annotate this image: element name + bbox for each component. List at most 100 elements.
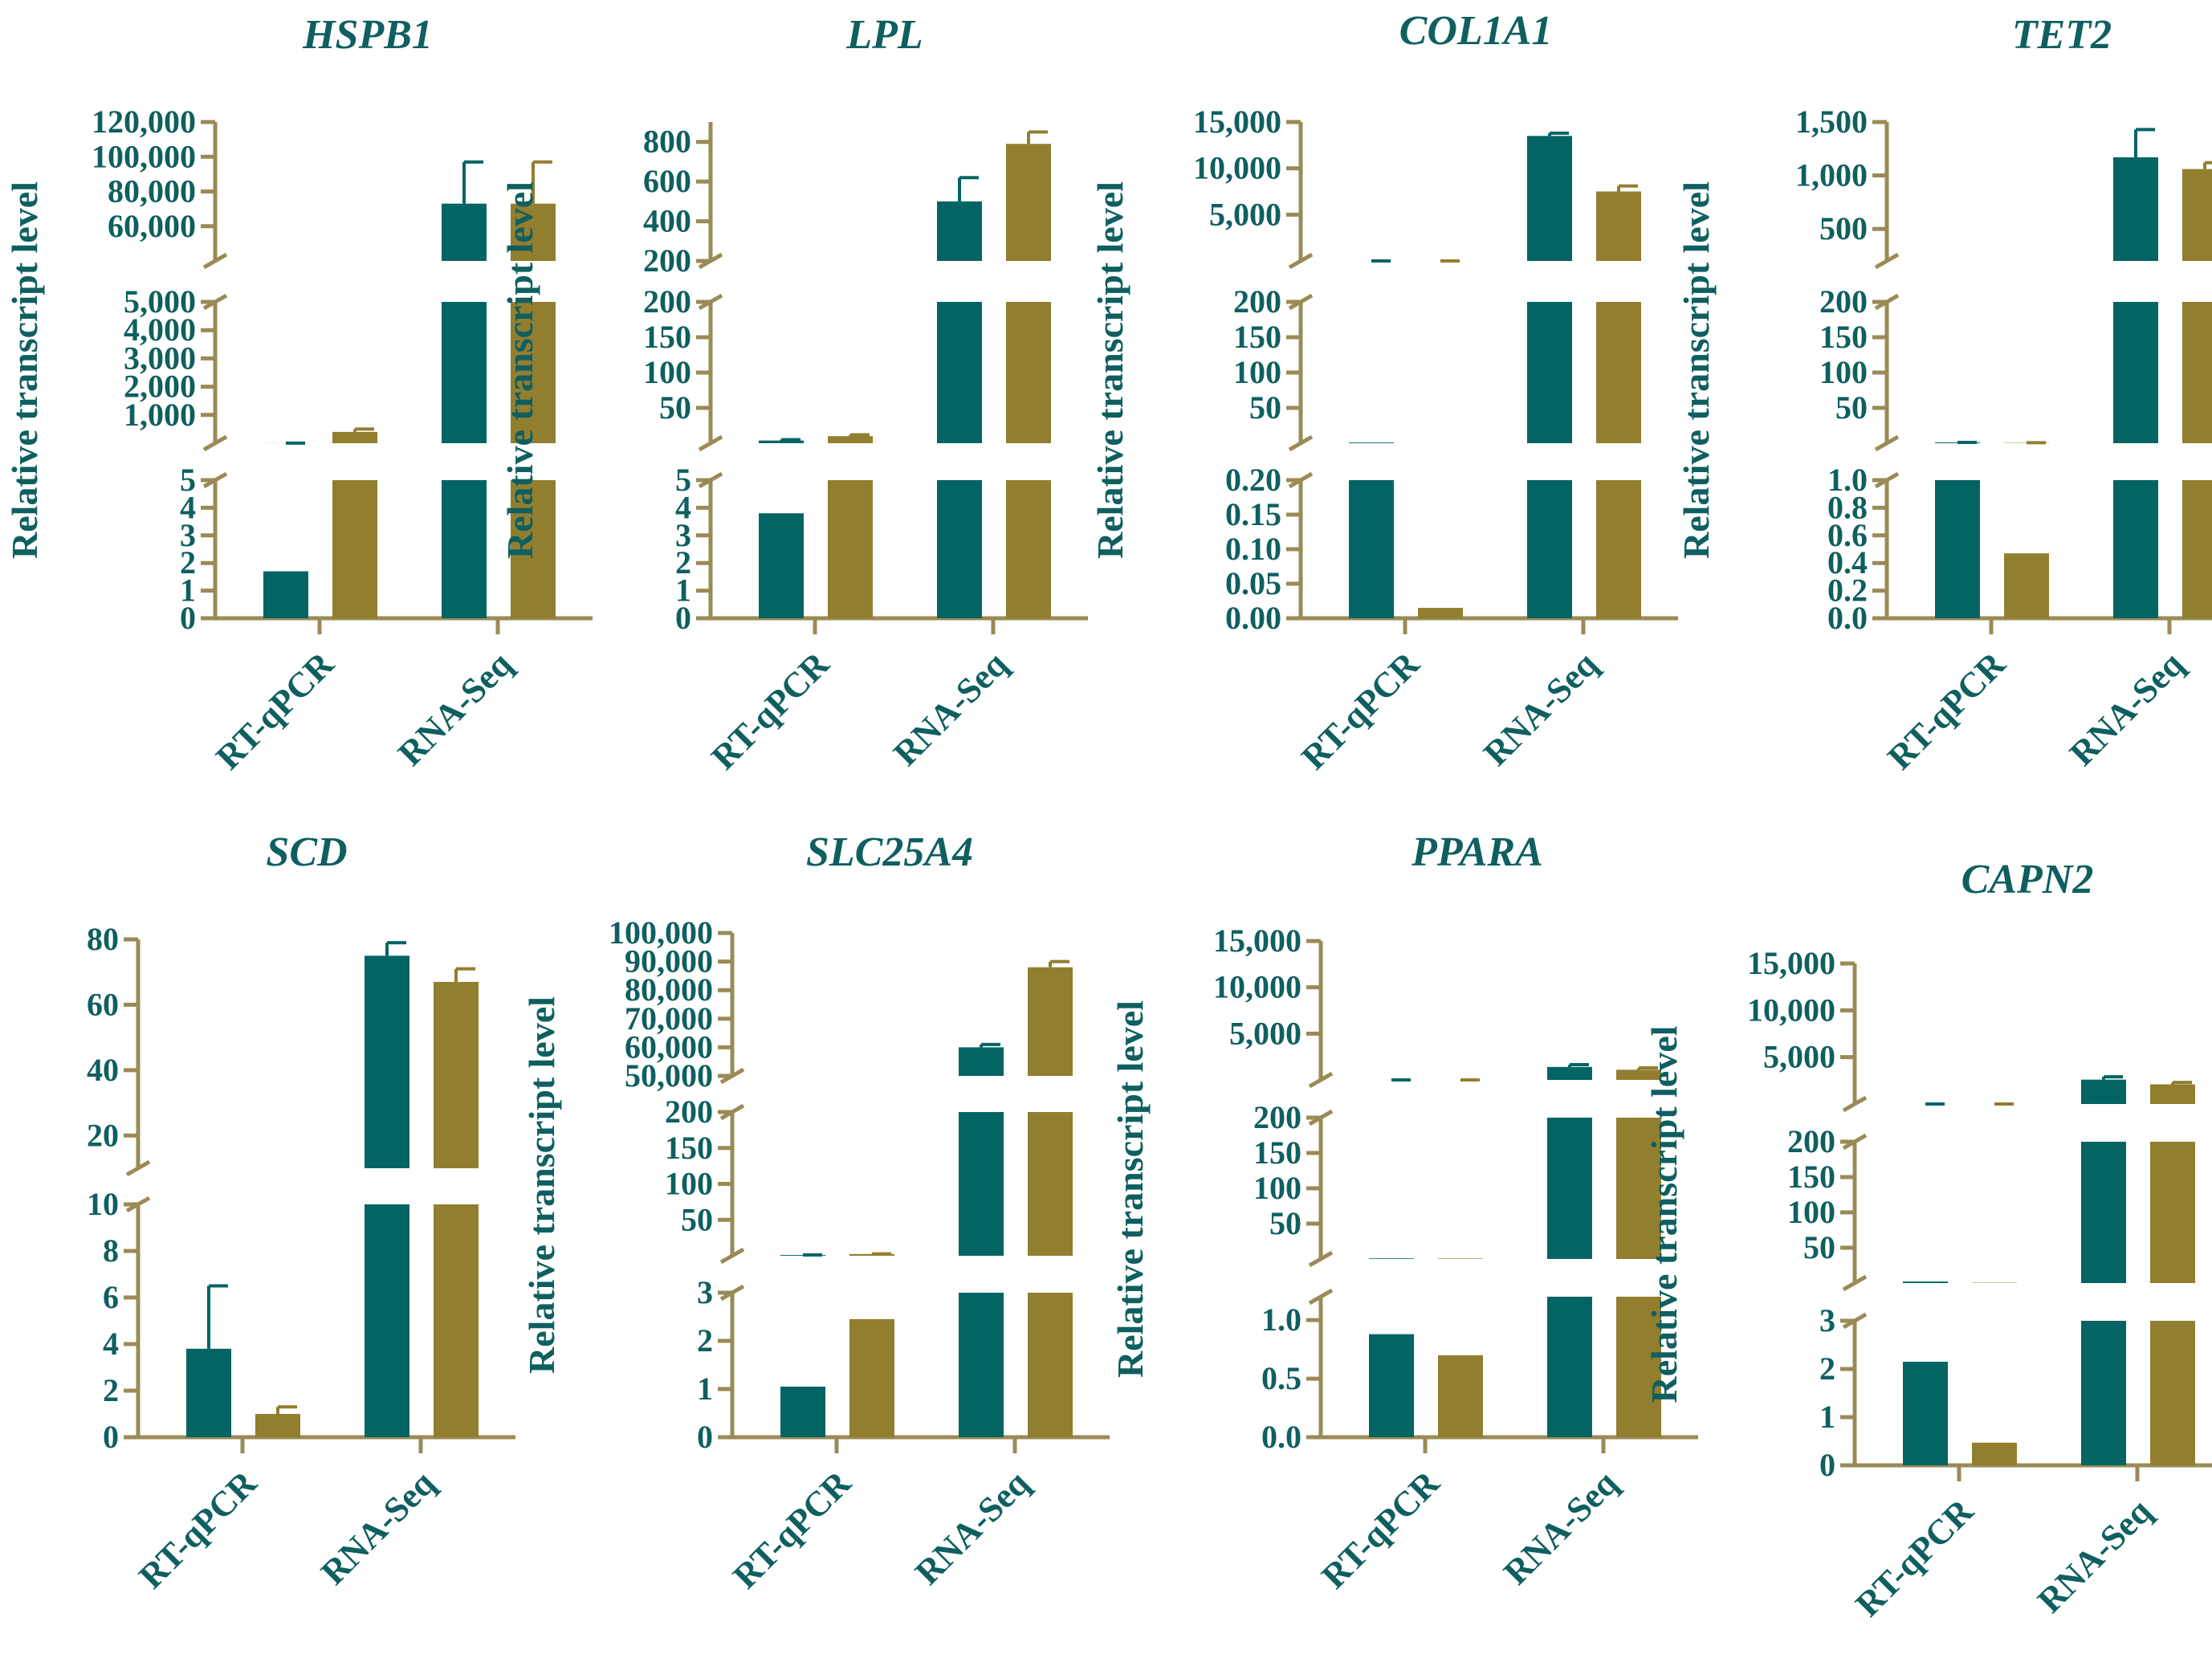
axis-break-mark — [202, 252, 228, 270]
y-tick-label: 0.8 — [1827, 489, 1868, 525]
bar-rt-qpcr-series1 — [1369, 1334, 1414, 1437]
bar-rna-seq-series1 — [937, 201, 982, 261]
y-tick-label: 1,500 — [1795, 104, 1868, 140]
axis-break-mark — [719, 1247, 745, 1265]
bar-rt-qpcr-series2 — [255, 1414, 300, 1437]
y-tick-label: 50 — [1835, 389, 1868, 426]
y-tick-label: 200 — [665, 1094, 713, 1130]
bar-rna-seq-series2 — [1616, 1069, 1661, 1080]
bar-rna-seq-series2 — [1028, 1112, 1073, 1256]
y-tick-label: 1 — [180, 572, 196, 609]
bar-rt-qpcr-series1 — [186, 1348, 231, 1437]
chart-title: COL1A1 — [1399, 8, 1553, 54]
y-tick-label: 5 — [675, 462, 691, 498]
x-tick-label: RNA-Seq — [390, 644, 519, 773]
bar-rna-seq-series2 — [434, 981, 479, 1168]
y-axis-title: Relative transcript level — [1676, 181, 1717, 559]
y-tick-label: 3 — [697, 1274, 713, 1310]
bar-rna-seq-series2 — [1006, 144, 1051, 261]
x-tick-label: RT-qPCR — [704, 644, 837, 777]
axis-break-mark — [202, 434, 228, 452]
bar-rna-seq-series2 — [1006, 480, 1051, 618]
x-tick-label: RT-qPCR — [1880, 644, 2014, 777]
y-tick-label: 3 — [180, 517, 196, 553]
y-tick-label: 80 — [87, 921, 119, 957]
bar-rna-seq-series1 — [937, 302, 982, 443]
x-tick-label: RT-qPCR — [1848, 1491, 1982, 1624]
y-tick-label: 0.5 — [1261, 1360, 1302, 1396]
y-tick-label: 2 — [675, 544, 691, 581]
y-tick-label: 2 — [103, 1372, 119, 1408]
bar-rt-qpcr-series1 — [1349, 442, 1394, 443]
bar-rt-qpcr-series2 — [1438, 1355, 1483, 1437]
y-tick-label: 10,000 — [1747, 992, 1835, 1028]
bar-rna-seq-series1 — [1547, 1118, 1592, 1259]
bar-rt-qpcr-series1 — [263, 571, 308, 618]
y-tick-label: 60,000 — [108, 208, 196, 244]
y-tick-label: 50 — [1269, 1205, 1302, 1241]
y-tick-label: 2 — [180, 544, 196, 581]
y-tick-label: 2,000 — [124, 369, 196, 405]
bar-rt-qpcr-series1 — [1935, 480, 1980, 618]
y-tick-label: 0 — [180, 600, 196, 636]
y-axis-title: Relative transcript level — [4, 181, 45, 559]
y-axis-title: Relative transcript level — [1090, 181, 1130, 559]
bar-rt-qpcr-series2 — [828, 436, 873, 443]
y-tick-label: 3 — [675, 517, 691, 553]
bar-rna-seq-series2 — [1596, 191, 1641, 261]
bar-rna-seq-series2 — [511, 302, 556, 443]
y-tick-label: 0.4 — [1827, 544, 1868, 581]
y-tick-label: 60,000 — [625, 1029, 713, 1065]
y-tick-label: 2 — [697, 1322, 713, 1359]
y-tick-label: 100 — [1233, 354, 1281, 390]
y-tick-label: 70,000 — [625, 1000, 713, 1037]
bar-rna-seq-series2 — [434, 1204, 479, 1437]
y-tick-label: 50 — [1249, 389, 1281, 426]
y-tick-label: 10,000 — [1193, 150, 1281, 186]
axis-break-mark — [1288, 434, 1314, 452]
y-tick-label: 50 — [659, 389, 691, 426]
y-tick-label: 1.0 — [1827, 462, 1868, 498]
axis-break-mark — [1308, 1250, 1334, 1268]
chart-title: HSPB1 — [302, 12, 433, 58]
axis-break-mark — [125, 1159, 151, 1177]
bar-rna-seq-series1 — [2113, 480, 2158, 618]
y-axis-title: Relative transcript level — [1644, 1025, 1684, 1403]
y-tick-label: 15,000 — [1213, 923, 1302, 959]
bar-rna-seq-series1 — [365, 1204, 409, 1437]
y-tick-label: 15,000 — [1747, 945, 1835, 981]
y-tick-label: 4 — [180, 489, 196, 525]
y-tick-label: 10,000 — [1213, 969, 1302, 1005]
chart-title: LPL — [845, 12, 923, 58]
y-tick-label: 0.0 — [1827, 600, 1868, 636]
y-tick-label: 600 — [643, 163, 691, 199]
bar-rna-seq-series1 — [2081, 1142, 2126, 1283]
y-tick-label: 150 — [1233, 319, 1281, 355]
y-tick-label: 120,000 — [92, 104, 196, 140]
axis-break-mark — [1842, 1274, 1868, 1292]
bar-rna-seq-series2 — [1028, 1293, 1073, 1437]
axis-break-mark — [1874, 252, 1900, 270]
bar-rt-qpcr-series1 — [1903, 1362, 1948, 1465]
chart-title: PPARA — [1411, 829, 1543, 875]
y-tick-label: 0 — [1819, 1447, 1835, 1483]
y-tick-label: 2 — [1819, 1350, 1835, 1387]
bar-rna-seq-series1 — [2113, 302, 2158, 443]
y-tick-label: 0.05 — [1225, 565, 1281, 601]
y-tick-label: 150 — [1253, 1135, 1302, 1171]
y-tick-label: 150 — [1819, 319, 1868, 355]
y-tick-label: 200 — [1233, 283, 1281, 320]
x-tick-label: RT-qPCR — [1314, 1463, 1448, 1596]
x-tick-label: RNA-Seq — [1496, 1463, 1625, 1592]
y-tick-label: 100 — [665, 1166, 713, 1202]
y-tick-label: 800 — [643, 124, 691, 160]
y-tick-label: 100,000 — [609, 915, 713, 951]
x-tick-label: RT-qPCR — [209, 644, 342, 777]
bar-rna-seq-series1 — [1527, 136, 1572, 261]
bar-rna-seq-series1 — [2113, 157, 2158, 261]
